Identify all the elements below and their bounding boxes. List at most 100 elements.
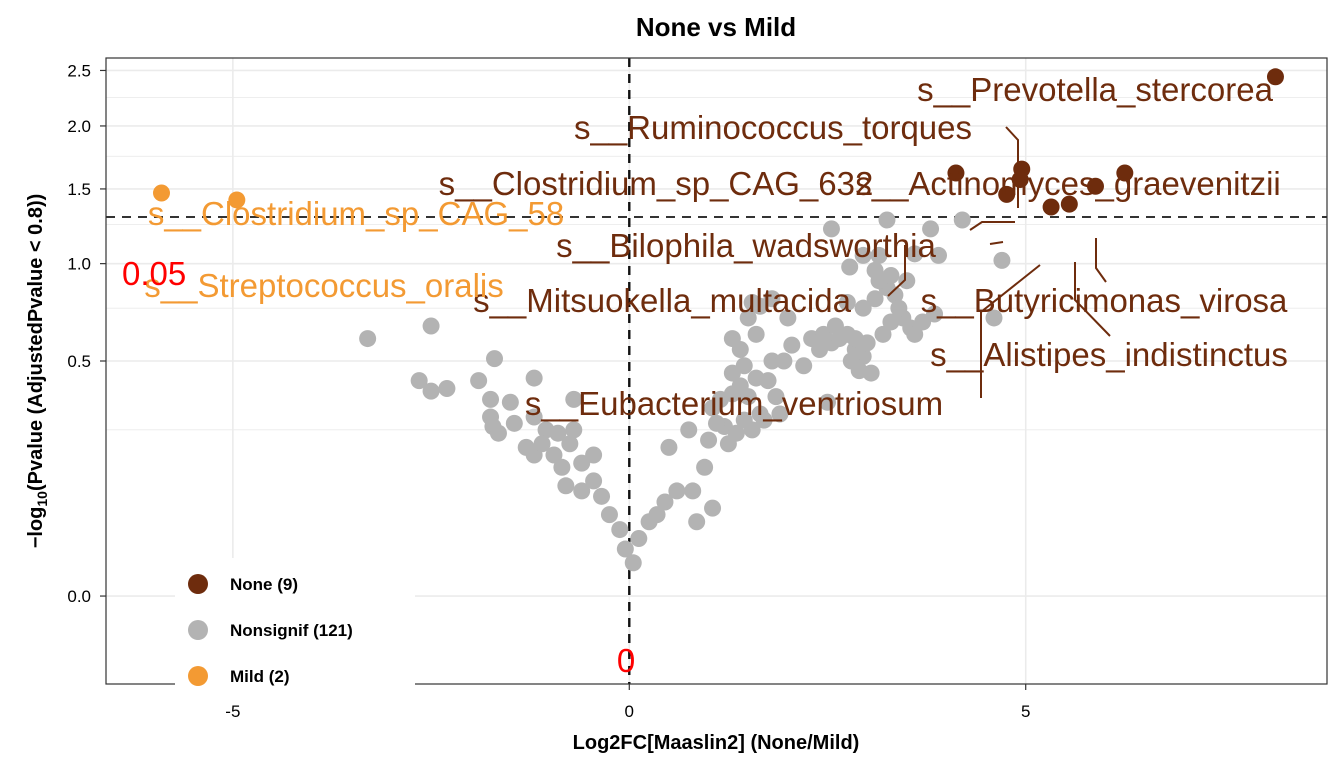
- point-label: s__Streptococcus_oralis: [144, 267, 504, 304]
- nonsignif-point: [866, 261, 884, 279]
- none-point: [1086, 177, 1104, 195]
- y-axis-title: −log10(Pvalue (AdjustedPvalue < 0.8)): [25, 194, 50, 549]
- nonsignif-point: [573, 482, 591, 500]
- x-axis-title: Log2FC[Maaslin2] (None/Mild): [573, 732, 860, 754]
- nonsignif-point: [489, 424, 507, 442]
- point-labels: s__Prevotella_stercoreas__Ruminococcus_t…: [122, 71, 1288, 679]
- nonsignif-point: [482, 390, 500, 408]
- nonsignif-point: [422, 382, 440, 400]
- nonsignif-point: [719, 435, 737, 453]
- nonsignif-point: [616, 540, 634, 558]
- legend: None (9) Nonsignif (121) Mild (2): [175, 558, 415, 694]
- nonsignif-point: [410, 372, 428, 390]
- nonsignif-point: [648, 506, 666, 524]
- nonsignif-point: [819, 393, 836, 411]
- nonsignif-point: [906, 325, 924, 343]
- point-label: s__Actinomyces_graevenitzii: [855, 165, 1281, 202]
- nonsignif-point: [688, 513, 706, 531]
- nonsignif-point: [850, 362, 868, 380]
- point-label: s__Mitsuokella_multacida: [473, 282, 852, 319]
- nonsignif-point: [486, 350, 503, 368]
- nonsignif-point: [553, 458, 571, 476]
- nonsignif-point: [573, 454, 591, 472]
- point-label: s__Bilophila_wadsworthia: [556, 227, 936, 264]
- nonsignif-point: [501, 393, 519, 411]
- nonsignif-point: [708, 414, 725, 432]
- point-label: s__Clostridium_sp_CAG_58: [148, 195, 564, 232]
- mild-point: [153, 184, 170, 202]
- none-point: [998, 185, 1016, 203]
- nonsignif-point: [533, 435, 551, 453]
- nonsignif-point: [565, 390, 583, 408]
- nonsignif-point: [755, 411, 773, 429]
- point-label: s__Prevotella_stercorea: [917, 71, 1274, 108]
- y-axis-title-suffix: (Pvalue (AdjustedPvalue < 0.8)): [25, 194, 47, 491]
- nonsignif-point: [767, 388, 785, 406]
- nonsignif-point: [866, 290, 884, 308]
- nonsignif-point: [470, 372, 488, 390]
- nonsignif-point: [505, 414, 523, 432]
- y-tick-label: 2.5: [67, 61, 91, 80]
- nonsignif-point: [763, 352, 781, 370]
- nonsignif-point: [438, 379, 456, 397]
- nonsignif-point: [359, 330, 377, 348]
- nonsignif-point: [525, 369, 543, 387]
- nonsignif-point: [822, 220, 840, 238]
- nonsignif-point: [763, 290, 781, 308]
- y-axis-title-subscript: 10: [34, 491, 50, 507]
- nonsignif-point: [854, 246, 872, 264]
- legend-key: [188, 574, 208, 594]
- nonsignif-point: [930, 246, 947, 264]
- nonsignif-point: [600, 506, 618, 524]
- point-label: s__Butyricimonas_virosa: [921, 282, 1288, 319]
- nonsignif-point: [846, 330, 864, 348]
- point-label: s__Eubacterium_ventriosum: [525, 385, 943, 422]
- none-point: [947, 164, 965, 182]
- nonsignif-point: [890, 299, 908, 317]
- nonsignif-point: [723, 330, 741, 348]
- nonsignif-point: [898, 272, 916, 290]
- y-tick-label: 1.5: [67, 180, 91, 199]
- data-points: [153, 68, 1284, 572]
- point-label: s__Ruminococcus_torques: [574, 109, 972, 146]
- nonsignif-point: [585, 472, 603, 490]
- plot-border: [105, 57, 1328, 685]
- legend-box: [175, 558, 415, 694]
- legend-key: [188, 666, 208, 686]
- nonsignif-point: [660, 438, 678, 456]
- nonsignif-point: [565, 421, 583, 439]
- y-tick-label: 2.0: [67, 117, 91, 136]
- nonsignif-point: [630, 529, 648, 547]
- nonsignif-point: [811, 341, 829, 359]
- nonsignif-point: [704, 499, 722, 517]
- y-tick-label: 0.5: [67, 352, 91, 371]
- x-tick-label: 5: [1021, 702, 1030, 721]
- nonsignif-point: [593, 487, 611, 505]
- nonsignif-point: [735, 357, 753, 375]
- nonsignif-point: [993, 251, 1011, 269]
- nonsignif-point: [882, 266, 900, 284]
- nonsignif-point: [886, 286, 904, 304]
- nonsignif-point: [731, 377, 749, 395]
- reference-lines: [106, 58, 1327, 684]
- nonsignif-point: [561, 435, 579, 453]
- nonsignif-point: [739, 309, 757, 327]
- nonsignif-point: [771, 405, 789, 423]
- label-leader: [1074, 262, 1111, 337]
- y-tick-label: 0.0: [67, 587, 91, 606]
- nonsignif-point: [743, 421, 761, 439]
- nonsignif-point: [747, 325, 765, 343]
- legend-key: [188, 620, 208, 640]
- zero-label: 0: [617, 642, 635, 679]
- x-axis: -5 0 5: [225, 684, 1030, 721]
- point-label: s__Alistipes_indistinctus: [930, 336, 1288, 373]
- label-leader: [980, 264, 1041, 398]
- x-tick-label: -5: [225, 702, 240, 721]
- none-point: [1266, 68, 1284, 86]
- nonsignif-point: [874, 325, 892, 343]
- nonsignif-point: [795, 357, 813, 375]
- x-tick-label: 0: [625, 702, 634, 721]
- nonsignif-point: [838, 293, 856, 311]
- nonsignif-point: [611, 521, 629, 539]
- y-axis: 0.0 0.5 1.0 1.5 2.0 2.5: [67, 61, 106, 606]
